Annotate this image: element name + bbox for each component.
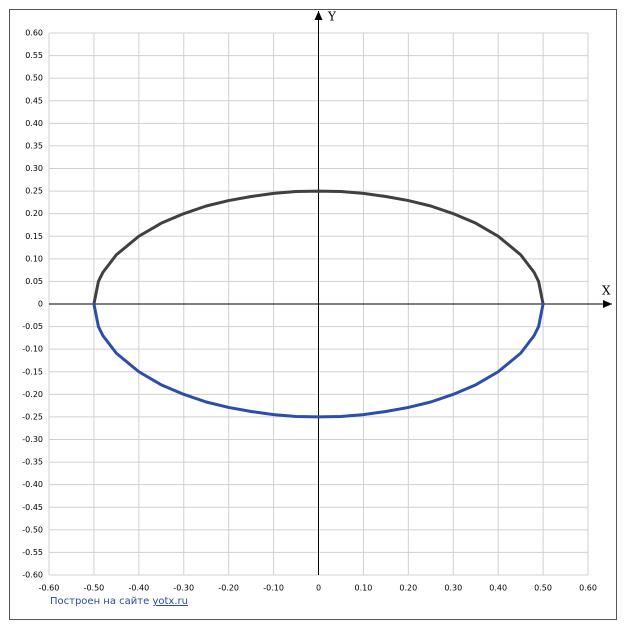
x-tick-label: 0.50 <box>534 584 552 593</box>
x-tick-label: -0.30 <box>173 584 194 593</box>
x-axis-label: X <box>602 284 611 298</box>
y-tick-label: -0.10 <box>22 345 43 354</box>
y-tick-label: -0.35 <box>22 458 43 467</box>
x-tick-label: 0.30 <box>444 584 462 593</box>
y-tick-label: 0.05 <box>25 277 43 286</box>
y-tick-label: 0.20 <box>25 209 43 218</box>
y-tick-label: -0.55 <box>22 548 43 557</box>
x-tick-label: 0 <box>316 584 321 593</box>
y-tick-label: -0.45 <box>22 503 43 512</box>
y-arrow <box>314 11 323 20</box>
x-tick-label: 0.20 <box>399 584 417 593</box>
x-tick-label: -0.40 <box>128 584 149 593</box>
series-line <box>92 189 545 306</box>
x-tick-label: 0.40 <box>489 584 507 593</box>
series-line <box>92 302 545 419</box>
x-tick-label: -0.60 <box>39 584 60 593</box>
y-tick-label: -0.15 <box>22 367 43 376</box>
y-tick-label: 0.60 <box>25 29 43 38</box>
y-tick-label: -0.60 <box>22 571 43 580</box>
x-tick-label: -0.50 <box>84 584 105 593</box>
y-axis-label: Y <box>327 10 337 24</box>
y-tick-label: -0.25 <box>22 412 43 421</box>
x-tick-label: -0.20 <box>218 584 239 593</box>
y-tick-label: 0.55 <box>25 51 43 60</box>
x-arrow <box>603 300 612 308</box>
footer-text: Построен на сайте <box>50 596 150 607</box>
footer: Построен на сайте yotx.ru <box>50 596 188 607</box>
y-tick-label: 0.10 <box>25 254 43 263</box>
footer-link[interactable]: yotx.ru <box>152 596 188 607</box>
y-tick-label: 0.30 <box>25 164 43 173</box>
y-tick-label: 0.35 <box>25 141 43 150</box>
x-tick-label: 0.60 <box>579 584 597 593</box>
x-tick-label: 0.10 <box>355 584 373 593</box>
y-tick-label: 0 <box>38 300 43 309</box>
y-tick-label: 0.40 <box>25 119 43 128</box>
y-tick-label: -0.50 <box>22 525 43 534</box>
y-tick-label: -0.20 <box>22 390 43 399</box>
y-tick-label: 0.15 <box>25 232 43 241</box>
y-tick-label: 0.45 <box>25 96 43 105</box>
frame <box>9 9 617 620</box>
y-tick-label: -0.40 <box>22 480 43 489</box>
y-tick-label: -0.30 <box>22 435 43 444</box>
y-tick-label: 0.25 <box>25 187 43 196</box>
y-tick-label: -0.05 <box>22 322 43 331</box>
x-tick-label: -0.10 <box>263 584 284 593</box>
y-tick-label: 0.50 <box>25 74 43 83</box>
